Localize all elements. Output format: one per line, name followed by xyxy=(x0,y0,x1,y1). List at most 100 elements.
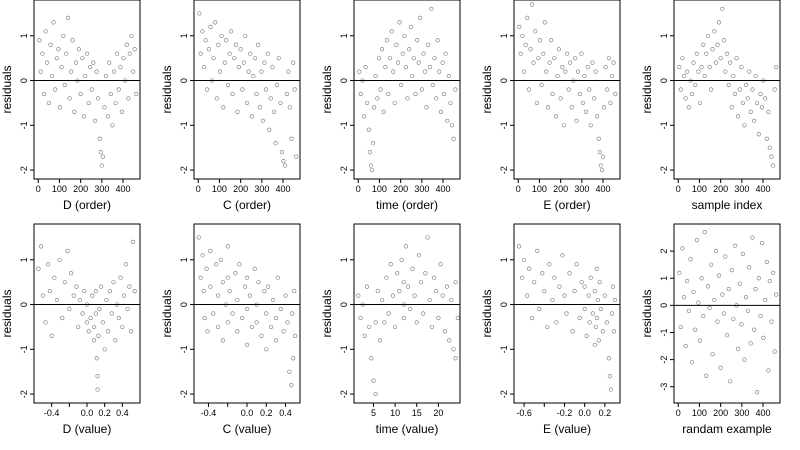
data-point xyxy=(211,56,216,61)
data-point xyxy=(287,105,292,110)
data-point xyxy=(64,51,69,56)
data-point xyxy=(572,289,577,294)
data-point xyxy=(230,91,235,97)
data-point xyxy=(96,333,101,338)
data-point xyxy=(753,73,758,79)
data-point xyxy=(395,60,401,65)
data-point xyxy=(689,91,695,97)
data-point xyxy=(528,47,533,52)
y-tick-label: -3 xyxy=(659,383,669,391)
data-point xyxy=(106,329,111,334)
x-tick-label: 15 xyxy=(412,408,422,418)
data-point xyxy=(272,109,277,114)
data-point xyxy=(594,266,599,271)
x-tick-label: 0.4 xyxy=(116,408,129,418)
x-tick-label: 400 xyxy=(756,408,771,418)
data-point xyxy=(553,114,559,119)
data-point xyxy=(678,87,683,92)
data-point xyxy=(759,105,765,110)
data-point xyxy=(748,341,753,346)
data-point xyxy=(45,60,50,65)
data-point xyxy=(566,87,571,92)
scatter-panel-9: -0.6 -0.2 0.0 0.2 -2 -1 0 1 E (value) residuals xyxy=(480,223,621,436)
data-point xyxy=(554,320,559,325)
data-point xyxy=(402,33,407,38)
x-tick-label: 100 xyxy=(692,184,707,194)
data-point xyxy=(774,65,779,70)
data-point xyxy=(384,275,389,280)
x-tick-label: 200 xyxy=(233,184,248,194)
data-point xyxy=(292,87,297,92)
x-tick-label: 100 xyxy=(212,184,227,194)
x-axis-title: sample index xyxy=(692,198,763,212)
data-point xyxy=(533,29,538,34)
data-point xyxy=(701,42,706,47)
data-point xyxy=(123,262,128,267)
data-point xyxy=(560,65,565,70)
data-point xyxy=(750,235,755,240)
data-point xyxy=(94,69,99,74)
data-point xyxy=(416,253,421,258)
data-point xyxy=(590,60,595,65)
data-point xyxy=(731,73,736,79)
x-tick-label: 0 xyxy=(516,184,521,194)
data-point xyxy=(381,109,386,114)
data-point xyxy=(235,109,240,114)
data-point xyxy=(99,284,104,289)
x-axis-title: C (order) xyxy=(223,198,271,212)
y-axis-title: residuals xyxy=(0,289,14,337)
data-point xyxy=(597,280,602,285)
data-point xyxy=(378,87,383,92)
data-point xyxy=(393,324,398,330)
y-tick-label: -1 xyxy=(339,121,349,129)
data-point xyxy=(545,105,551,110)
data-point xyxy=(522,69,527,74)
data-point xyxy=(113,100,118,106)
data-point xyxy=(702,230,707,235)
data-point xyxy=(713,249,719,254)
data-point xyxy=(264,311,269,316)
data-point xyxy=(728,60,733,65)
data-point xyxy=(244,342,250,347)
data-point xyxy=(745,308,750,313)
data-point xyxy=(375,289,380,294)
data-point xyxy=(562,293,567,298)
data-point xyxy=(410,266,415,271)
data-point xyxy=(230,311,235,316)
data-point xyxy=(198,275,203,280)
data-point xyxy=(223,302,228,307)
data-point xyxy=(721,38,726,43)
data-point xyxy=(680,56,685,61)
data-point xyxy=(426,42,431,47)
data-point xyxy=(54,56,59,61)
data-point xyxy=(283,293,288,298)
data-point xyxy=(91,60,96,65)
y-tick-label: -2 xyxy=(179,390,189,398)
y-tick-label: 0 xyxy=(499,302,509,307)
data-point xyxy=(582,284,587,289)
data-point xyxy=(563,69,568,74)
data-point xyxy=(202,65,207,70)
data-point xyxy=(54,297,60,303)
y-tick-label: 1 xyxy=(659,276,669,281)
data-point xyxy=(756,276,761,281)
data-point xyxy=(262,289,267,294)
data-point xyxy=(241,60,246,65)
data-point xyxy=(123,78,128,83)
x-tick-label: 20 xyxy=(433,408,443,418)
data-point xyxy=(225,244,230,249)
y-axis-title: residuals xyxy=(480,289,494,337)
data-point xyxy=(62,280,68,285)
data-point xyxy=(111,280,116,285)
data-point xyxy=(224,38,229,43)
y-tick-label: -2 xyxy=(339,166,349,174)
data-point xyxy=(605,87,610,92)
data-point xyxy=(769,319,774,324)
data-point xyxy=(432,56,437,61)
data-point xyxy=(560,253,565,258)
y-axis-title: residuals xyxy=(640,289,654,337)
x-tick-label: 100 xyxy=(372,184,387,194)
data-point xyxy=(752,118,757,123)
data-point xyxy=(107,289,113,294)
data-point xyxy=(429,324,434,330)
